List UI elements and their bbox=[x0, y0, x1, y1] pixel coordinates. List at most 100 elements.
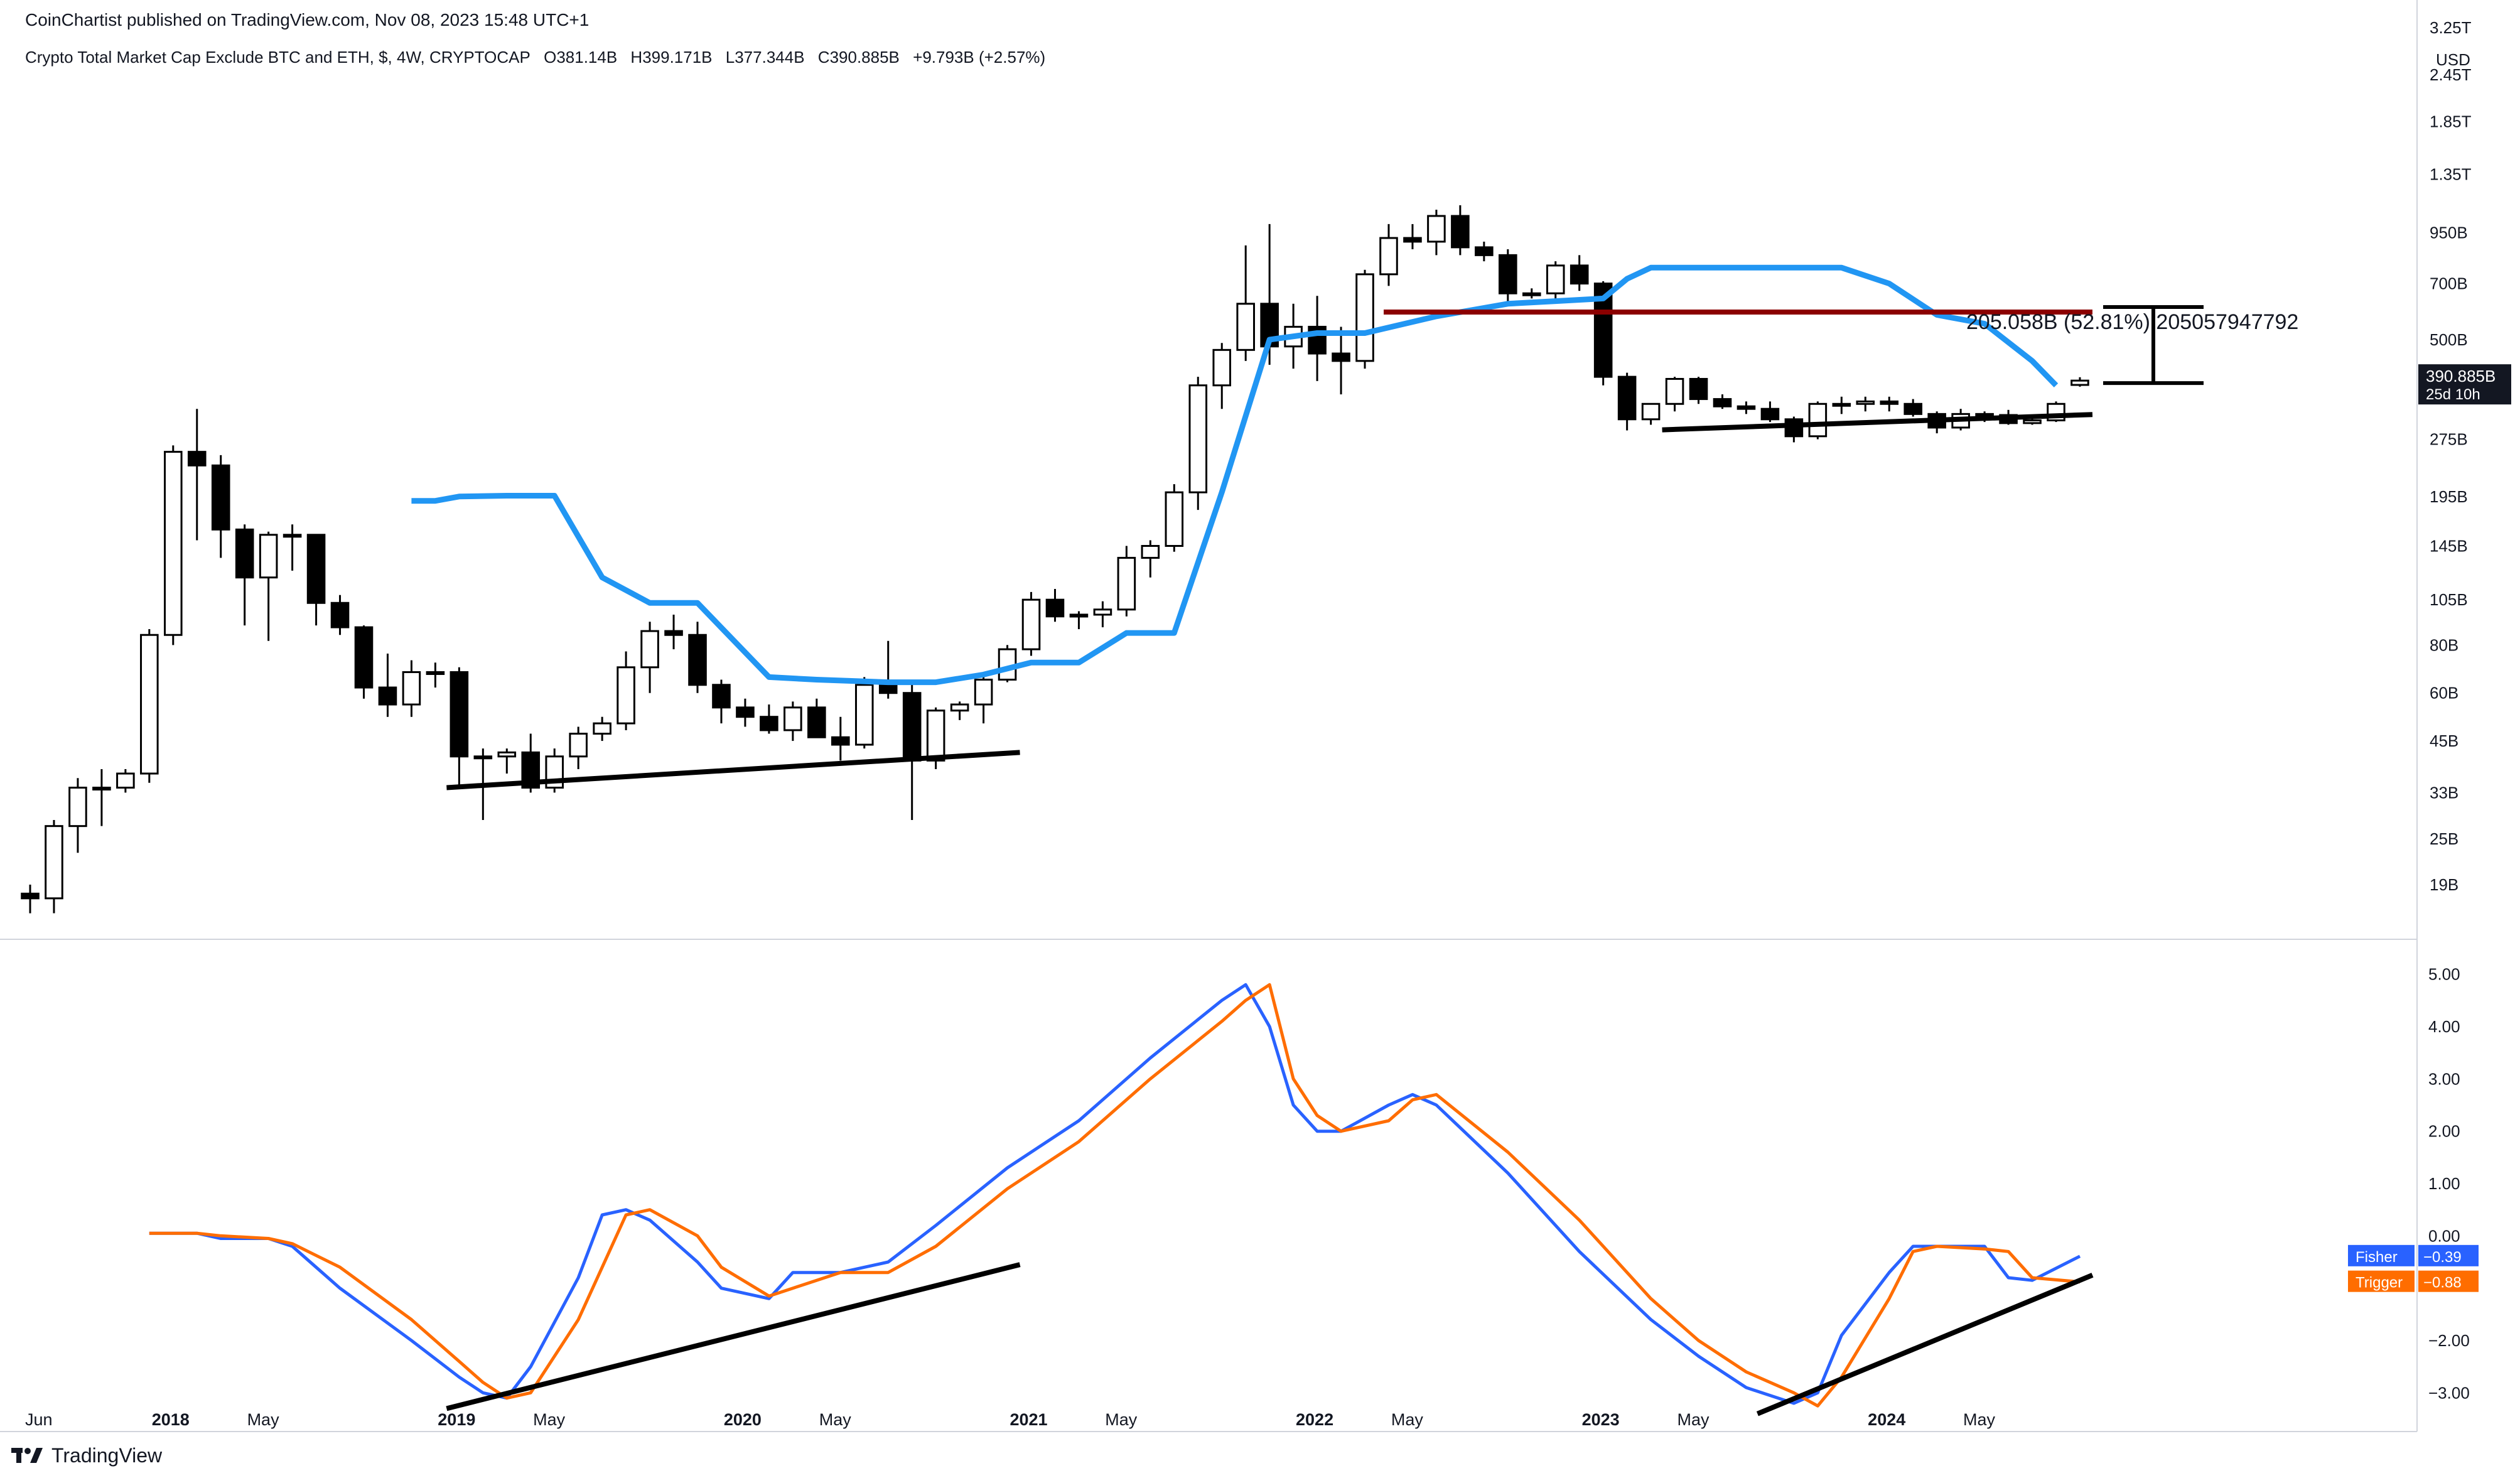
time-tick-label: 2024 bbox=[1868, 1410, 1905, 1429]
price-tick-label: 60B bbox=[2430, 684, 2458, 703]
candle-body bbox=[306, 534, 326, 604]
candle-body bbox=[1045, 598, 1065, 618]
candle-body bbox=[688, 634, 707, 686]
symbol-name[interactable]: Crypto Total Market Cap Exclude BTC and … bbox=[25, 48, 530, 67]
candle-body bbox=[712, 684, 731, 709]
osc-tick-label: 4.00 bbox=[2428, 1017, 2460, 1036]
candle-body bbox=[259, 534, 278, 579]
candle-body bbox=[736, 706, 755, 718]
osc-tick-label: 3.00 bbox=[2428, 1069, 2460, 1088]
price-tick-label: 275B bbox=[2430, 430, 2468, 449]
candle-body bbox=[92, 786, 111, 790]
price-tick-label: 80B bbox=[2430, 635, 2458, 654]
tradingview-logo-icon bbox=[11, 1447, 43, 1463]
candle-body bbox=[2023, 419, 2042, 424]
candle-body bbox=[354, 626, 374, 689]
fisher-value-badge bbox=[2418, 1244, 2479, 1266]
time-tick-label: May bbox=[533, 1410, 566, 1429]
ohlc-close: C390.885B bbox=[817, 48, 900, 67]
candle-body bbox=[1737, 405, 1756, 410]
candle-body bbox=[1379, 237, 1398, 276]
candle-body bbox=[2070, 379, 2089, 386]
measure-label: 205.058B (52.81%) 205057947792 bbox=[1966, 310, 2298, 334]
tradingview-logo[interactable]: TradingView bbox=[11, 1444, 162, 1467]
price-tick-label: 145B bbox=[2430, 536, 2468, 555]
time-tick-label: 2018 bbox=[152, 1410, 190, 1429]
axis-currency[interactable]: USD bbox=[2436, 50, 2470, 69]
time-tick-label: May bbox=[247, 1410, 280, 1429]
candle-body bbox=[831, 736, 850, 746]
candle-body bbox=[45, 825, 63, 900]
time-tick-label: May bbox=[819, 1410, 852, 1429]
candle-body bbox=[664, 630, 683, 636]
osc-tick-label: 1.00 bbox=[2428, 1174, 2460, 1193]
candle-body bbox=[569, 733, 588, 758]
time-tick-label: Jun bbox=[25, 1410, 53, 1429]
bar-countdown-label: 25d 10h bbox=[2426, 386, 2480, 403]
candle-body bbox=[1975, 413, 1994, 417]
candle-body bbox=[1021, 598, 1041, 650]
price-tick-label: 1.35T bbox=[2430, 165, 2472, 183]
candle-body bbox=[1332, 352, 1350, 362]
candle-body bbox=[1903, 402, 1922, 415]
time-tick-label: May bbox=[1391, 1410, 1424, 1429]
candle-body bbox=[807, 706, 826, 738]
fisher-label: Fisher bbox=[2356, 1249, 2398, 1266]
price-tick-label: 950B bbox=[2430, 224, 2468, 242]
candle-body bbox=[1451, 215, 1470, 249]
candle-body bbox=[760, 716, 778, 731]
candle-body bbox=[1880, 400, 1899, 405]
candle-body bbox=[974, 678, 993, 706]
candle-body bbox=[164, 451, 183, 636]
candle-body bbox=[1355, 273, 1374, 362]
candle-body bbox=[21, 892, 40, 900]
support-trendline bbox=[1662, 412, 2093, 433]
price-tick-label: 195B bbox=[2430, 487, 2468, 506]
candle-body bbox=[1499, 254, 1517, 294]
trigger-value-badge bbox=[2418, 1270, 2479, 1292]
tradingview-wordmark: TradingView bbox=[51, 1444, 163, 1467]
trigger-value: −0.88 bbox=[2423, 1275, 2462, 1292]
candle-body bbox=[593, 722, 611, 735]
candle-body bbox=[330, 601, 350, 628]
publisher-line: CoinChartist published on TradingView.co… bbox=[25, 10, 590, 30]
candle-body bbox=[1641, 402, 1661, 421]
candle-body bbox=[950, 703, 969, 712]
candle-body bbox=[378, 686, 397, 706]
candle-body bbox=[617, 666, 635, 725]
candle-body bbox=[640, 630, 659, 669]
candle-body bbox=[211, 464, 230, 531]
candle-body bbox=[497, 751, 517, 758]
candle-body bbox=[450, 671, 469, 758]
candle-body bbox=[1427, 215, 1446, 243]
candle-body bbox=[1570, 264, 1589, 285]
symbol-legend: Crypto Total Market Cap Exclude BTC and … bbox=[25, 48, 1054, 67]
candle-body bbox=[1808, 402, 1828, 438]
candle-body bbox=[68, 786, 87, 828]
price-tick-label: 33B bbox=[2430, 783, 2458, 802]
candle-body bbox=[1236, 303, 1255, 351]
price-tick-label: 3.25T bbox=[2430, 18, 2472, 37]
ohlc-low: L377.344B bbox=[725, 48, 805, 67]
price-tick-label: 1.85T bbox=[2430, 112, 2472, 131]
time-tick-label: May bbox=[1677, 1410, 1710, 1429]
trend-band-line bbox=[411, 264, 2059, 686]
candle-body bbox=[902, 692, 922, 762]
price-tick-label: 2.45T bbox=[2430, 65, 2472, 84]
candle-body bbox=[1475, 246, 1494, 256]
osc-line-fisher bbox=[149, 983, 2081, 1405]
time-tick-label: 2022 bbox=[1296, 1410, 1333, 1429]
price-tick-label: 700B bbox=[2430, 274, 2468, 293]
candle-body bbox=[1522, 292, 1541, 296]
axes: USD 3.25T 2.45T 1.85T 1.35T 950B 700B 500B 275B 1… bbox=[25, 18, 2511, 1429]
osc-tick-label: −2.00 bbox=[2428, 1331, 2470, 1350]
candle-body bbox=[187, 451, 207, 467]
osc-support-trendline bbox=[1756, 1273, 2094, 1416]
last-price-label: 390.885B bbox=[2426, 367, 2496, 386]
last-price-badge bbox=[2418, 364, 2511, 405]
price-tick-label: 500B bbox=[2430, 330, 2468, 349]
oscillator-pane bbox=[149, 983, 2094, 1416]
support-trendline bbox=[446, 750, 1020, 790]
candle-body bbox=[1093, 608, 1112, 616]
